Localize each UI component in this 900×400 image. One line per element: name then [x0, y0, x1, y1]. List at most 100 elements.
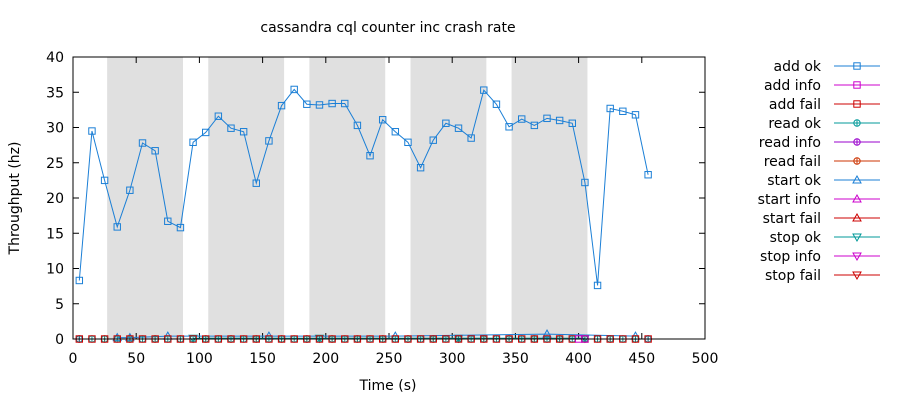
legend-marker-add-ok — [853, 62, 861, 70]
shaded-interval-1 — [107, 57, 183, 339]
legend-label-read-ok: read ok — [768, 116, 822, 132]
data-point-add-ok — [442, 119, 450, 127]
shaded-interval-5 — [511, 57, 588, 339]
chart-title: cassandra cql counter inc crash rate — [260, 20, 515, 36]
y-tick-label: 35 — [46, 85, 64, 101]
data-point-add-ok — [366, 152, 374, 160]
data-point-add-ok — [593, 281, 602, 290]
data-point-add-ok — [328, 99, 336, 108]
data-point-add-ok — [631, 111, 640, 119]
data-point-add-ok — [176, 223, 185, 232]
legend-marker-add-fail — [853, 100, 861, 108]
legend-label-add-ok: add ok — [774, 59, 822, 75]
legend: add ok add info add fail read ok read info re… — [758, 59, 880, 284]
legend-marker-start-info — [852, 193, 862, 203]
x-tick-label: 100 — [186, 351, 213, 367]
plot-frame — [72, 56, 706, 340]
x-tick-label: 150 — [249, 351, 276, 367]
data-point-add-ok — [290, 85, 298, 94]
data-point-add-ok — [505, 123, 513, 131]
x-tick-label: 500 — [692, 351, 719, 367]
data-point-add-ok — [202, 128, 210, 137]
data-point-add-ok — [353, 121, 362, 130]
data-point-add-ok — [151, 147, 159, 155]
legend-label-read-info: read info — [759, 135, 821, 151]
data-point-add-ok — [454, 124, 463, 132]
data-point-add-ok — [277, 101, 286, 110]
data-point-add-ok — [606, 104, 614, 113]
legend-label-add-fail: add fail — [769, 97, 821, 113]
legend-label-stop-fail: stop fail — [765, 268, 821, 284]
data-point-add-ok — [644, 171, 652, 179]
legend-marker-start-ok — [852, 174, 862, 184]
legend-marker-read-ok — [853, 119, 861, 127]
shaded-interval-4 — [410, 57, 487, 339]
legend-label-stop-info: stop info — [760, 249, 821, 265]
data-point-add-ok — [239, 128, 248, 136]
data-point-add-ok — [530, 121, 539, 130]
y-tick-label: 20 — [46, 191, 64, 207]
data-point-add-ok — [315, 101, 324, 109]
data-point-add-ok — [189, 138, 197, 147]
x-tick-label: 300 — [439, 351, 466, 367]
legend-label-stop-ok: stop ok — [770, 230, 822, 246]
y-axis-label: Throughput (hz) — [7, 142, 23, 256]
legend-marker-stop-fail — [852, 271, 862, 281]
shaded-interval-3 — [309, 57, 386, 339]
data-point-add-ok — [619, 107, 627, 115]
y-tick-label: 0 — [55, 332, 64, 348]
data-point-add-ok — [518, 115, 526, 123]
data-point-add-ok — [126, 186, 134, 194]
x-tick-label: 250 — [376, 351, 403, 367]
data-point-add-ok — [252, 179, 260, 187]
legend-label-start-info: start info — [758, 192, 821, 208]
data-point-add-ok — [581, 178, 589, 187]
y-tick-label: 10 — [46, 262, 64, 278]
y-tick-label: 30 — [46, 121, 64, 137]
x-tick-label: 450 — [628, 351, 655, 367]
y-tick-label: 25 — [46, 156, 64, 172]
y-tick-label: 5 — [55, 297, 64, 313]
data-point-add-ok — [113, 223, 121, 231]
data-point-add-ok — [227, 124, 235, 132]
series-add-ok — [75, 85, 652, 290]
legend-marker-read-info — [853, 138, 861, 146]
series-line-add-ok — [78, 88, 649, 286]
x-tick-label: 350 — [502, 351, 529, 367]
x-tick-label: 0 — [69, 351, 78, 367]
data-point-add-ok — [341, 99, 349, 108]
data-point-add-ok — [467, 134, 475, 142]
data-point-add-ok — [555, 116, 564, 125]
data-point-add-ok — [391, 128, 400, 136]
data-point-add-ok — [429, 136, 437, 144]
legend-label-add-info: add info — [764, 78, 821, 94]
legend-marker-stop-ok — [852, 233, 862, 243]
data-point-add-ok — [568, 119, 576, 127]
legend-marker-stop-info — [852, 252, 862, 262]
data-point-add-ok — [404, 138, 412, 147]
x-tick-label: 200 — [312, 351, 339, 367]
y-tick-label: 15 — [46, 226, 64, 242]
data-point-add-ok — [378, 116, 387, 124]
axis-ticks: 0 50 100 150 200 250 300 350 400 450 500 0 5 10 15 20 25… — [46, 50, 718, 367]
x-tick-label: 400 — [565, 351, 592, 367]
legend-label-start-ok: start ok — [767, 173, 822, 189]
data-point-add-ok — [543, 114, 551, 123]
data-point-add-ok — [75, 276, 84, 285]
data-point-add-ok — [416, 163, 425, 172]
legend-label-start-fail: start fail — [763, 211, 821, 227]
x-axis-label: Time (s) — [359, 378, 417, 394]
shaded-intervals — [107, 57, 588, 339]
legend-marker-read-fail — [853, 157, 861, 165]
legend-marker-add-info — [853, 81, 861, 89]
data-point-add-ok — [164, 217, 172, 225]
data-point-add-ok — [492, 100, 501, 108]
shaded-interval-2 — [208, 57, 285, 339]
data-point-add-ok — [88, 127, 96, 135]
data-point-add-ok — [303, 100, 311, 108]
data-point-add-ok — [100, 176, 109, 185]
y-tick-label: 40 — [46, 50, 64, 66]
x-tick-label: 50 — [127, 351, 145, 367]
data-point-add-ok — [265, 137, 273, 145]
